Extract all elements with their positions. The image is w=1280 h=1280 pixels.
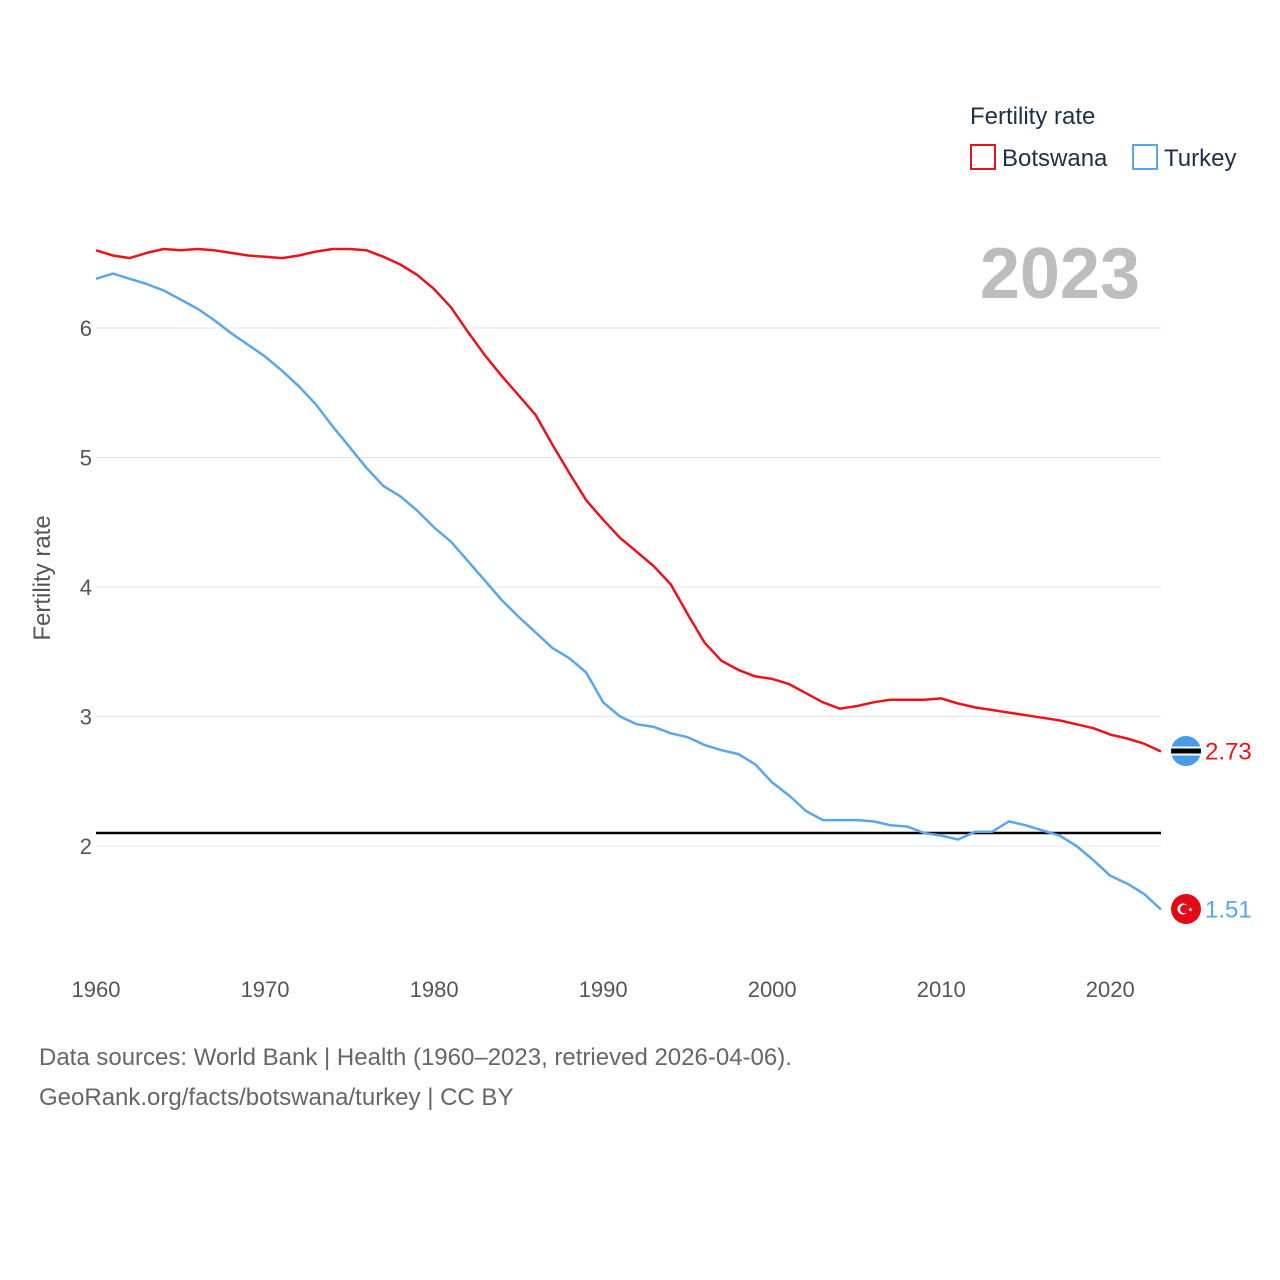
y-tick-label-3: 3 — [80, 705, 92, 730]
legend-item-turkey[interactable]: Turkey — [1132, 144, 1236, 172]
legend-swatch-turkey — [1132, 144, 1158, 170]
legend-swatch-botswana — [970, 144, 996, 170]
legend: Fertility rate Botswana Turkey — [970, 103, 1236, 172]
axis-ticks: 2 3 4 5 6 1960 1970 1980 1990 2000 2010 2020 — [72, 316, 1135, 1002]
y-tick-label-5: 5 — [80, 446, 92, 471]
y-tick-label-4: 4 — [80, 575, 92, 600]
legend-label-botswana: Botswana — [1002, 145, 1108, 172]
x-tick-label-1990: 1990 — [579, 977, 628, 1002]
y-axis-title: Fertility rate — [29, 515, 56, 640]
legend-item-botswana[interactable]: Botswana — [970, 144, 1108, 172]
end-label-botswana: 2.73 — [1205, 738, 1252, 765]
x-tick-label-1980: 1980 — [410, 977, 459, 1002]
series-line-botswana — [95, 247, 1162, 753]
x-tick-label-2020: 2020 — [1086, 977, 1135, 1002]
year-label: 2023 — [980, 234, 1140, 314]
series-line-turkey — [95, 272, 1162, 911]
flag-turkey-icon: ★ — [1171, 894, 1201, 924]
legend-label-turkey: Turkey — [1164, 145, 1236, 172]
footer-sources: Data sources: World Bank | Health (1960–… — [39, 1044, 792, 1071]
footer-attribution: GeoRank.org/facts/botswana/turkey | CC B… — [39, 1084, 514, 1111]
x-tick-label-1970: 1970 — [241, 977, 290, 1002]
series-lines — [95, 247, 1162, 911]
gridlines — [96, 327, 1161, 847]
svg-text:★: ★ — [1188, 907, 1193, 914]
legend-title: Fertility rate — [970, 103, 1095, 130]
end-label-turkey: 1.51 — [1205, 896, 1252, 923]
x-tick-label-2000: 2000 — [748, 977, 797, 1002]
x-tick-label-1960: 1960 — [72, 977, 121, 1002]
end-markers: 2.73 1.51 — [1205, 738, 1252, 923]
y-tick-label-6: 6 — [80, 316, 92, 341]
x-tick-label-2010: 2010 — [917, 977, 966, 1002]
flag-botswana-icon — [1171, 736, 1201, 766]
y-tick-label-2: 2 — [80, 834, 92, 859]
